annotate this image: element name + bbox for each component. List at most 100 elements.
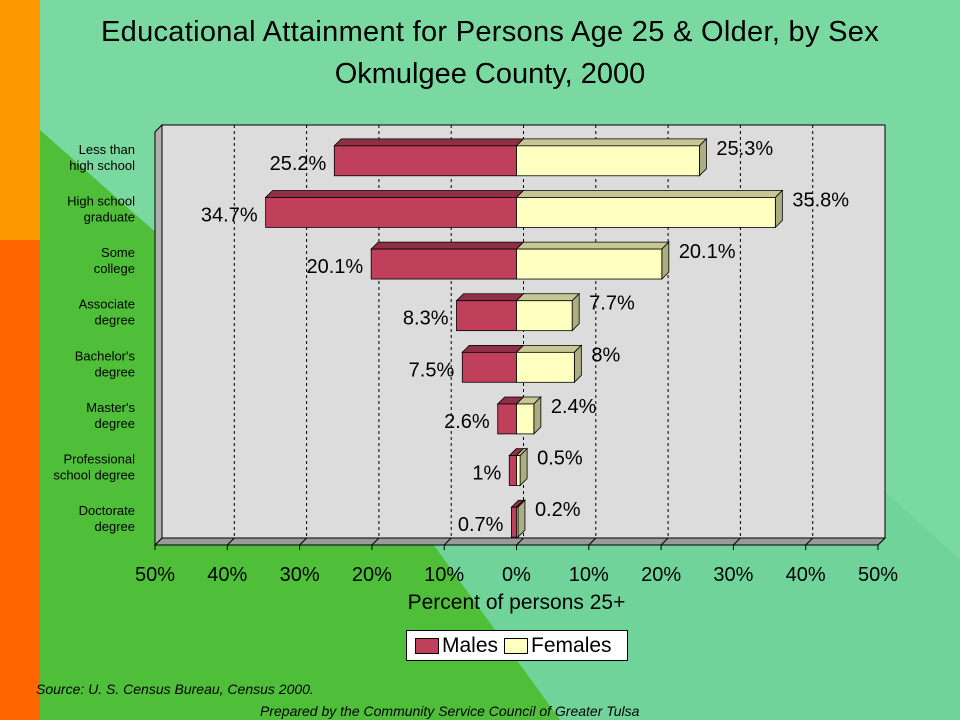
data-label-females: 2.4% xyxy=(551,396,597,418)
bar-males-front xyxy=(461,351,517,383)
data-label-males: 34.7% xyxy=(201,204,258,226)
data-label-males: 25.2% xyxy=(270,153,327,175)
data-label-females: 7.7% xyxy=(589,293,635,315)
category-label: High school graduate xyxy=(67,193,135,224)
bar-males xyxy=(333,138,525,177)
data-label-males: 1% xyxy=(472,463,501,485)
bar-females-front xyxy=(516,248,663,280)
bar-females-front xyxy=(516,145,700,177)
x-tick-label: 20% xyxy=(352,564,392,586)
data-label-males: 2.6% xyxy=(444,411,490,433)
source-note: Source: U. S. Census Bureau, Census 2000… xyxy=(36,681,314,697)
chart-subtitle: Okmulgee County, 2000 xyxy=(334,58,646,90)
bar-females xyxy=(515,499,526,539)
category-label-line: Master's xyxy=(86,400,135,415)
bar-males xyxy=(264,190,525,228)
bar-females xyxy=(515,396,542,435)
bar-females xyxy=(515,189,784,229)
gridline-floor xyxy=(660,537,669,546)
category-label: Less than high school xyxy=(69,142,135,173)
bar-females-front xyxy=(516,197,776,228)
legend-label-males: Males xyxy=(442,633,499,657)
bar-males-top xyxy=(461,344,525,353)
x-tick-label: 30% xyxy=(280,564,320,586)
category-label-line: high school xyxy=(69,158,135,173)
bar-females xyxy=(515,292,581,332)
bar-females-side xyxy=(699,137,707,177)
prepared-by-note: Prepared by the Community Service Counci… xyxy=(260,703,640,719)
data-label-males: 7.5% xyxy=(409,359,455,381)
bar-males-top xyxy=(333,138,525,147)
category-label-line: degree xyxy=(95,416,135,431)
bar-males xyxy=(455,293,525,332)
bar-females xyxy=(515,447,529,487)
category-label-line: degree xyxy=(95,364,135,379)
bar-males-front xyxy=(511,506,517,538)
bar-males-front xyxy=(370,248,517,280)
gridline-floor xyxy=(733,537,741,546)
bar-females-side xyxy=(517,499,526,539)
bar-females-front xyxy=(516,455,521,486)
data-label-males: 0.7% xyxy=(458,514,504,536)
bar-males-front xyxy=(508,455,517,486)
x-tick-label: 0% xyxy=(502,564,531,586)
category-label-line: degree xyxy=(95,313,135,328)
bar-males xyxy=(370,241,525,280)
x-tick-label: 10% xyxy=(424,564,464,586)
category-label-line: school degree xyxy=(53,468,135,483)
category-label-line: college xyxy=(94,261,135,276)
legend-item-females: Females xyxy=(504,634,612,658)
bar-females-side xyxy=(519,447,528,487)
bar-males-top xyxy=(264,190,525,198)
gridline-floor xyxy=(299,537,307,546)
bar-females-top xyxy=(515,293,581,302)
bar-females-front xyxy=(516,300,573,332)
category-label: Associate degree xyxy=(79,297,135,328)
x-tick-label: 50% xyxy=(858,564,898,586)
data-label-males: 8.3% xyxy=(403,308,449,330)
x-tick-label: 40% xyxy=(207,564,247,586)
x-tick-label: 30% xyxy=(713,564,753,586)
bar-males-front xyxy=(497,403,517,435)
gridline-floor xyxy=(371,537,380,546)
bar-females-side xyxy=(573,344,582,384)
category-label-line: Bachelor's xyxy=(75,348,136,363)
bar-females-top xyxy=(515,138,708,147)
bar-females-side xyxy=(533,396,542,435)
bar-males-front xyxy=(456,300,517,332)
bar-females xyxy=(515,137,708,177)
bar-females-side xyxy=(571,292,580,332)
data-label-females: 0.5% xyxy=(537,448,583,470)
bar-females-front xyxy=(516,403,535,435)
legend: Males Females xyxy=(406,630,628,661)
category-label-line: Associate xyxy=(79,297,135,312)
category-label: Some college xyxy=(94,245,135,276)
category-label-line: Some xyxy=(101,245,135,260)
data-label-females: 8% xyxy=(591,344,620,366)
x-tick-label: 20% xyxy=(641,564,681,586)
legend-swatch-females xyxy=(504,637,529,654)
category-label-line: Doctorate xyxy=(79,503,135,518)
bar-females-side xyxy=(661,241,670,280)
bar-females xyxy=(515,241,670,280)
category-label-line: Less than xyxy=(79,142,135,157)
data-label-females: 25.3% xyxy=(716,138,773,160)
bar-females-side xyxy=(774,189,783,229)
x-tick-label: 10% xyxy=(569,564,609,586)
accent-stripe-bottom xyxy=(0,240,40,720)
bar-females-front xyxy=(516,351,575,383)
gridline-floor xyxy=(588,537,597,546)
data-label-males: 20.1% xyxy=(306,256,363,278)
gridline-floor xyxy=(805,537,814,546)
chart-title: Educational Attainment for Persons Age 2… xyxy=(101,16,879,48)
gridline-floor xyxy=(226,537,235,546)
bar-males xyxy=(461,344,525,383)
x-tick-label: 40% xyxy=(786,564,826,586)
data-label-females: 0.2% xyxy=(535,499,581,521)
bar-males-top xyxy=(455,293,525,302)
category-label-line: degree xyxy=(95,519,135,534)
category-label: Master's degree xyxy=(86,400,135,431)
data-label-females: 35.8% xyxy=(792,189,849,211)
legend-item-males: Males xyxy=(415,634,498,658)
